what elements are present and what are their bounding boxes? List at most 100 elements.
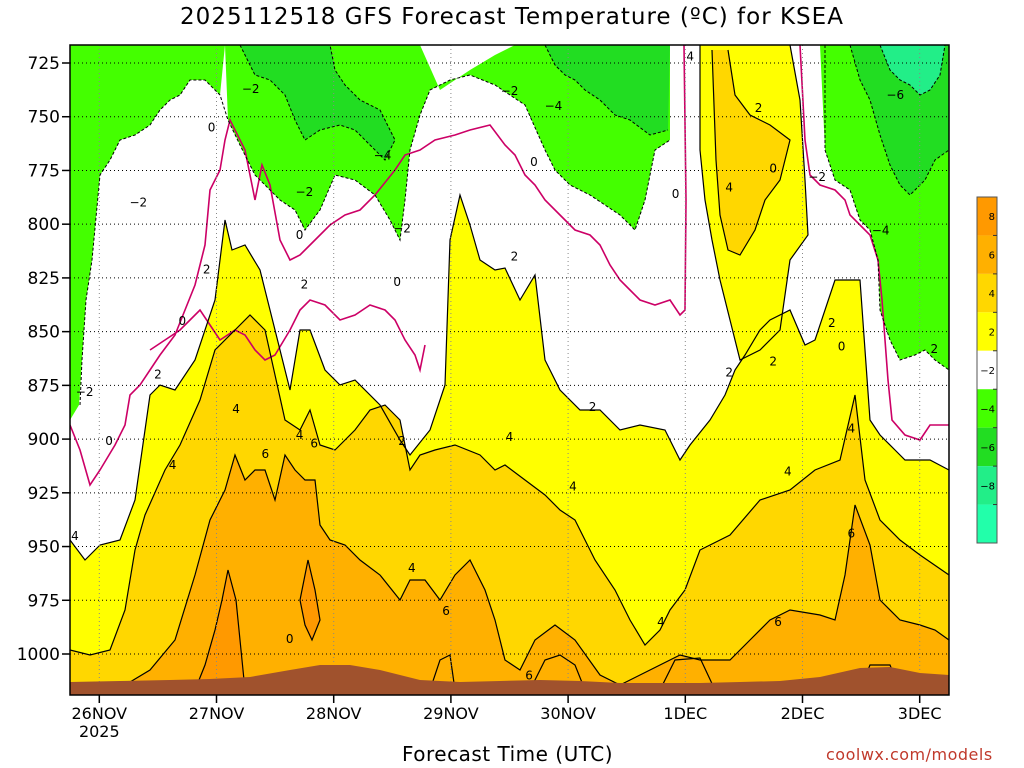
contour-minus2-b — [824, 45, 949, 371]
y-tick-label: 825 — [28, 269, 60, 289]
colorbar-label: 6 — [989, 251, 995, 262]
x-tick-label: 27NOV — [189, 704, 245, 723]
x-tick-label: 2DEC — [781, 704, 825, 723]
contour-label: 0 — [530, 155, 538, 169]
watermark-link[interactable]: coolwx.com/models — [826, 745, 993, 764]
contour-label: 2 — [755, 101, 763, 115]
band-4-to-6-upper — [712, 50, 790, 255]
x-tick-label: 30NOV — [540, 704, 596, 723]
contour-6-c — [429, 654, 456, 691]
contour-label: 6 — [442, 604, 450, 618]
colorbar-swatch — [977, 235, 997, 274]
contour-label: 4 — [569, 479, 577, 493]
contour-label: −2 — [76, 385, 94, 399]
contour-label: 2 — [725, 365, 733, 379]
colorbar-label: 8 — [989, 212, 995, 223]
colorbar-label: −2 — [980, 366, 995, 377]
contour-label: −2 — [393, 221, 411, 235]
contour-label: 2 — [828, 316, 836, 330]
contour-label: 0 — [105, 434, 113, 448]
colorbar-label: 4 — [989, 289, 995, 300]
contour-label: 4 — [725, 181, 733, 195]
y-tick-label: 750 — [28, 108, 60, 128]
y-tick-label: 800 — [28, 215, 60, 235]
contour-label: 2 — [203, 262, 211, 276]
contour-label: 4 — [506, 430, 514, 444]
contour-label: −4 — [374, 148, 392, 162]
contour-label: 2 — [769, 355, 777, 369]
contour-label: −2 — [242, 82, 260, 96]
contour-label: 4 — [296, 428, 304, 442]
y-tick-label: 900 — [28, 430, 60, 450]
plot-frame — [69, 44, 950, 696]
contour-label: −2 — [501, 84, 519, 98]
colorbar-swatch — [977, 197, 997, 236]
contour-6-d — [529, 654, 586, 691]
contour-label: 0 — [178, 314, 186, 328]
contour-label: 0 — [208, 120, 216, 134]
contour-label: 4 — [232, 402, 240, 416]
contour-label: 4 — [848, 421, 856, 435]
terrain — [70, 665, 949, 695]
colorbar-label: −8 — [980, 481, 995, 492]
colorbar-swatch — [977, 273, 997, 313]
contour-label: 4 — [784, 464, 792, 478]
isotherm-0-left — [70, 45, 687, 487]
contour-4 — [70, 314, 949, 656]
contour-8-b — [299, 559, 321, 642]
x-tick-label: 29NOV — [423, 704, 479, 723]
contour-label: 2 — [931, 342, 939, 356]
contour-4-upper — [711, 49, 791, 256]
colorbar-swatch — [977, 389, 997, 428]
y-tick-label: 975 — [28, 591, 60, 611]
contour-label: 0 — [672, 187, 680, 201]
y-tick-label: 925 — [28, 484, 60, 504]
contour-label: 2 — [154, 368, 162, 382]
contour-label: 4 — [71, 529, 79, 543]
contour-label: −2 — [296, 185, 314, 199]
colorbar: 8 6 4 2 −2 −4 −6 −8 — [976, 196, 998, 544]
colorbar-frame — [976, 196, 998, 544]
y-tick-label: 875 — [28, 376, 60, 396]
contour-label: 6 — [262, 447, 270, 461]
colorbar-label: −4 — [980, 404, 995, 415]
x-tick-label: 26NOV — [72, 704, 128, 723]
colorbar-swatch — [977, 350, 997, 390]
contour-8-a — [194, 569, 246, 691]
contour-label: 4 — [169, 458, 177, 472]
colorbar-swatch — [977, 504, 997, 543]
contour-label: 6 — [525, 668, 533, 682]
contour-2 — [70, 192, 949, 561]
contour-label: 0 — [838, 340, 846, 354]
gridlines — [70, 45, 949, 695]
contour-label: 2 — [511, 249, 519, 263]
x-tick-label: 28NOV — [306, 704, 362, 723]
contour-minus6 — [879, 45, 946, 96]
contour-label: 4 — [657, 615, 665, 629]
colorbar-swatch — [977, 312, 997, 351]
contour-label: −6 — [886, 88, 904, 102]
contour-label: 2 — [301, 277, 309, 291]
x-tick-sublabel: 2025 — [79, 722, 120, 741]
colorbar-swatch — [977, 466, 997, 505]
band-6-to-8 — [70, 455, 949, 695]
y-tick-label: 950 — [28, 538, 60, 558]
contour-label: 2 — [589, 400, 597, 414]
plot-area — [70, 45, 949, 695]
contour-label: 0 — [296, 228, 304, 242]
contour-label: −2 — [130, 196, 148, 210]
band-8-to-10 — [195, 570, 245, 690]
y-tick-label: 1000 — [17, 645, 60, 665]
contour-label: −4 — [545, 99, 563, 113]
contour-label: 4 — [408, 561, 416, 575]
y-tick-label: 850 — [28, 323, 60, 343]
contour-label: 6 — [774, 615, 782, 629]
contour-label: 6 — [310, 436, 318, 450]
contour-minus4-a — [239, 45, 396, 161]
y-tick-label: 725 — [28, 54, 60, 74]
contour-6-e — [659, 657, 716, 691]
contour-label: −4 — [872, 224, 890, 238]
